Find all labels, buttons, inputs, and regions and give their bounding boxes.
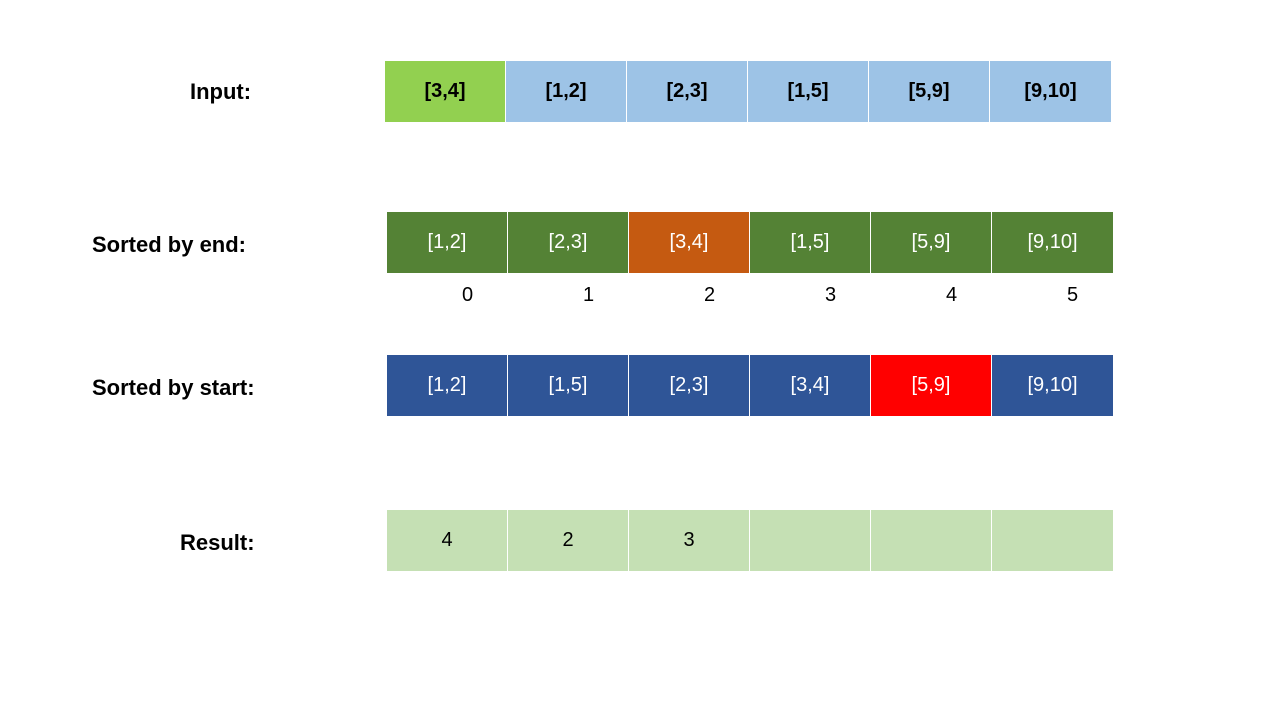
- sorted-start-cells: [1,2] [1,5] [2,3] [3,4] [5,9] [9,10]: [387, 355, 1113, 416]
- result-cell: [992, 510, 1113, 571]
- sorted-start-label: Sorted by start:: [92, 375, 255, 400]
- result-cell: 3: [629, 510, 750, 571]
- sorted-end-cell: [1,5]: [750, 212, 871, 273]
- sorted-end-cells: [1,2] [2,3] [3,4] [1,5] [5,9] [9,10]: [387, 212, 1113, 273]
- sorted-start-cell: [1,2]: [387, 355, 508, 416]
- input-cell: [1,5]: [748, 61, 869, 122]
- input-cell: [2,3]: [627, 61, 748, 122]
- result-cell: 2: [508, 510, 629, 571]
- index-label: 2: [703, 284, 716, 306]
- input-cell: [9,10]: [990, 61, 1111, 122]
- index-label: 5: [1066, 284, 1079, 306]
- sorted-end-cell: [3,4]: [629, 212, 750, 273]
- result-label: Result:: [180, 530, 255, 555]
- index-label: 4: [945, 284, 958, 306]
- sorted-start-cell: [9,10]: [992, 355, 1113, 416]
- index-label: 0: [461, 284, 474, 306]
- result-cell: 4: [387, 510, 508, 571]
- sorted-end-cell: [9,10]: [992, 212, 1113, 273]
- sorted-end-cell: [1,2]: [387, 212, 508, 273]
- result-cells: 4 2 3: [387, 510, 1113, 571]
- sorted-end-label: Sorted by end:: [92, 232, 247, 257]
- sorted-start-cell: [3,4]: [750, 355, 871, 416]
- sorted-end-cell: [2,3]: [508, 212, 629, 273]
- index-label: 1: [582, 284, 595, 306]
- result-cell: [871, 510, 992, 571]
- index-label: 3: [824, 284, 837, 306]
- input-cell: [5,9]: [869, 61, 990, 122]
- sorted-start-cell: [1,5]: [508, 355, 629, 416]
- index-row: 0 1 2 3 4 5: [407, 284, 1133, 307]
- sorted-start-cell: [2,3]: [629, 355, 750, 416]
- sorted-end-cell: [5,9]: [871, 212, 992, 273]
- sorted-start-cell: [5,9]: [871, 355, 992, 416]
- input-cell: [1,2]: [506, 61, 627, 122]
- input-cell: [3,4]: [385, 61, 506, 122]
- result-cell: [750, 510, 871, 571]
- input-cells: [3,4] [1,2] [2,3] [1,5] [5,9] [9,10]: [385, 61, 1111, 122]
- input-label: Input:: [190, 79, 252, 104]
